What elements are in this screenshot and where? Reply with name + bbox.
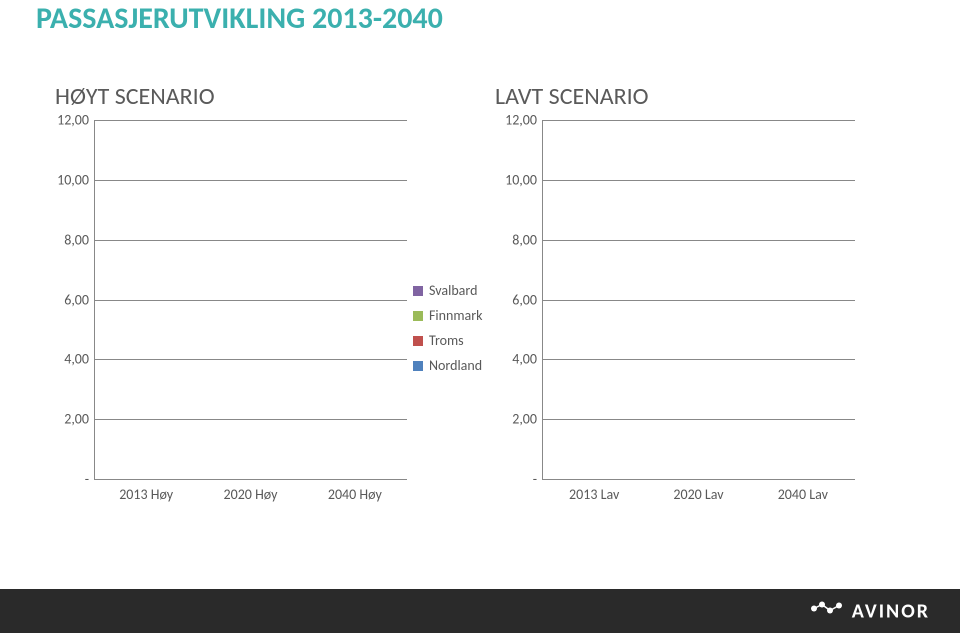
ytick-label: 12,00 <box>57 112 95 129</box>
chart-left-area: -2,004,006,008,0010,0012,00 <box>94 120 407 480</box>
bottom-bar: AVINOR <box>0 589 960 633</box>
subtitle-right: LAVT SCENARIO <box>495 82 649 111</box>
legend-item-svalbard: Svalbard <box>413 282 483 299</box>
logo-text: AVINOR <box>852 599 930 623</box>
chart-left: -2,004,006,008,0010,0012,00 2013 Høy2020… <box>42 120 407 520</box>
legend-swatch <box>413 311 423 321</box>
chart-left-xlabels: 2013 Høy2020 Høy2040 Høy <box>94 480 407 520</box>
grid-line <box>95 359 407 360</box>
ytick-label: 10,00 <box>505 171 543 188</box>
chart-right-area: -2,004,006,008,0010,0012,00 <box>542 120 855 480</box>
grid-line <box>95 180 407 181</box>
page: PASSASJERUTVIKLING 2013-2040 HØYT SCENAR… <box>0 0 960 633</box>
legend-item-nordland: Nordland <box>413 357 483 374</box>
xtick-label: 2020 Høy <box>198 480 302 520</box>
subtitle-left: HØYT SCENARIO <box>55 82 215 111</box>
legend-label: Troms <box>429 332 464 349</box>
grid-line <box>543 120 855 121</box>
grid-line <box>95 240 407 241</box>
ytick-label: 12,00 <box>505 112 543 129</box>
grid-line <box>543 419 855 420</box>
ytick-label: 8,00 <box>512 231 543 248</box>
ytick-label: 10,00 <box>57 171 95 188</box>
ytick-label: 4,00 <box>512 351 543 368</box>
grid-line <box>543 180 855 181</box>
ytick-label: 4,00 <box>64 351 95 368</box>
legend-label: Finnmark <box>429 307 483 324</box>
xtick-label: 2013 Høy <box>94 480 198 520</box>
chart-right: -2,004,006,008,0010,0012,00 2013 Lav2020… <box>490 120 855 520</box>
ytick-label: 6,00 <box>512 291 543 308</box>
grid-line <box>95 300 407 301</box>
legend: Svalbard Finnmark Troms Nordland <box>413 282 483 382</box>
ytick-label: 2,00 <box>512 411 543 428</box>
grid-line <box>543 359 855 360</box>
legend-item-finnmark: Finnmark <box>413 307 483 324</box>
avinor-logo: AVINOR <box>810 599 930 624</box>
logo-dots-icon <box>810 599 846 624</box>
ytick-label: 2,00 <box>64 411 95 428</box>
legend-swatch <box>413 286 423 296</box>
legend-label: Svalbard <box>429 282 477 299</box>
ytick-label: 6,00 <box>64 291 95 308</box>
legend-swatch <box>413 336 423 346</box>
legend-label: Nordland <box>429 357 482 374</box>
grid-line <box>95 120 407 121</box>
grid-line <box>543 240 855 241</box>
xtick-label: 2013 Lav <box>542 480 646 520</box>
page-title: PASSASJERUTVIKLING 2013-2040 <box>36 0 443 37</box>
legend-item-troms: Troms <box>413 332 483 349</box>
grid-line <box>543 300 855 301</box>
legend-swatch <box>413 361 423 371</box>
xtick-label: 2040 Høy <box>303 480 407 520</box>
grid-line <box>95 419 407 420</box>
xtick-label: 2020 Lav <box>646 480 750 520</box>
xtick-label: 2040 Lav <box>751 480 855 520</box>
chart-right-xlabels: 2013 Lav2020 Lav2040 Lav <box>542 480 855 520</box>
ytick-label: 8,00 <box>64 231 95 248</box>
